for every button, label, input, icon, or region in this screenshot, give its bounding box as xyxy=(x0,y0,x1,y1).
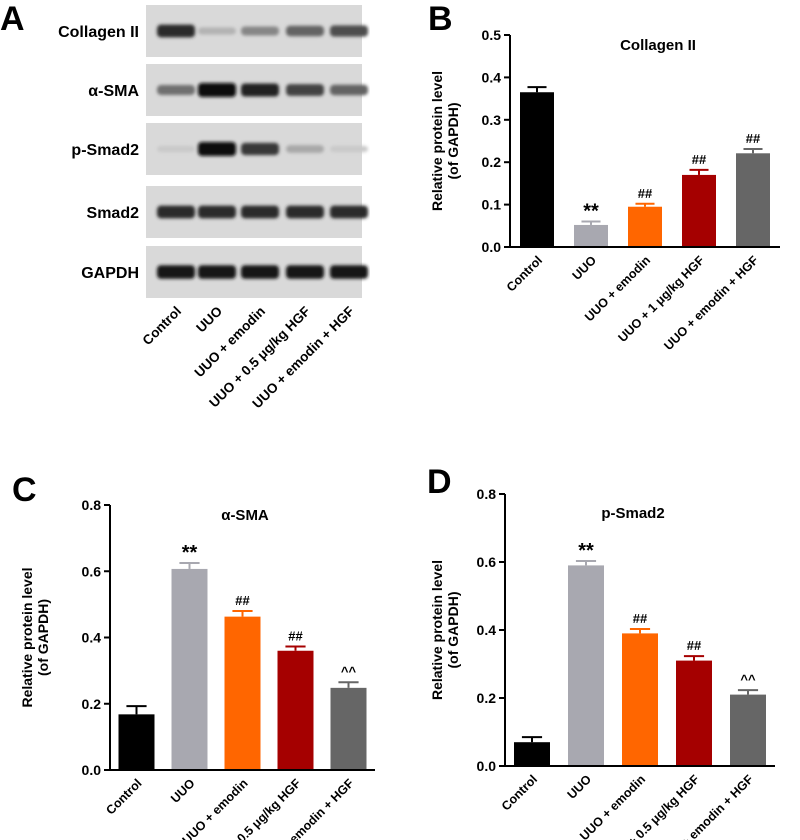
significance-label: ## xyxy=(687,638,702,653)
panel-letter-d: D xyxy=(427,463,452,501)
y-tick-label: 0.8 xyxy=(82,497,102,513)
blot-band xyxy=(157,24,195,38)
blot-band xyxy=(241,142,279,156)
blot-row-label: Smad2 xyxy=(87,205,140,222)
blot-band xyxy=(157,205,195,219)
blot-band xyxy=(286,205,324,219)
blot-band xyxy=(157,145,195,153)
bar-chart-p-smad2: 0.0 0.2 0.4 0.6 0.8 Relative protein level (of… xyxy=(429,486,775,840)
significance-label: ## xyxy=(633,611,648,626)
x-tick-label: Control xyxy=(103,776,144,817)
y-tick-label: 0.4 xyxy=(82,630,102,646)
significance-label: ** xyxy=(578,540,594,562)
blot-row-label: Collagen II xyxy=(58,24,139,41)
bar xyxy=(676,660,712,766)
y-tick-label: 0.2 xyxy=(477,690,497,706)
blot-row-label: α-SMA xyxy=(88,83,139,100)
blot-band xyxy=(286,265,324,279)
chart-title: α-SMA xyxy=(221,507,269,524)
bar-chart-alpha-sma: 0.0 0.2 0.4 0.6 0.8 Relative protein level (of… xyxy=(19,497,375,840)
blot-band xyxy=(157,265,195,279)
significance-label: ** xyxy=(583,201,599,223)
bar xyxy=(730,694,766,766)
blot-band xyxy=(241,26,279,36)
bar xyxy=(568,565,604,766)
y-tick-label: 0.6 xyxy=(477,554,497,570)
bar-chart-collagen-ii: 0.0 0.1 0.2 0.3 0.4 0.5 Relative protein level… xyxy=(429,27,780,353)
blot-band xyxy=(198,83,236,97)
x-tick-label: Control xyxy=(504,253,545,294)
y-tick-label: 0.4 xyxy=(482,69,502,85)
blot-band xyxy=(241,265,279,279)
bar xyxy=(224,616,261,770)
blot-band xyxy=(198,142,236,156)
blot-row-label: p-Smad2 xyxy=(71,142,139,159)
blot-band xyxy=(330,84,368,96)
x-tick-label: UUO xyxy=(570,253,600,283)
y-tick-label: 0.0 xyxy=(482,239,502,255)
blot-band xyxy=(330,25,368,37)
blot-band xyxy=(241,205,279,219)
y-axis-label: Relative protein level xyxy=(429,71,445,211)
y-axis-label: Relative protein level xyxy=(19,567,35,707)
y-tick-label: 0.0 xyxy=(82,762,102,778)
y-tick-label: 0.6 xyxy=(82,563,102,579)
y-tick-label: 0.5 xyxy=(482,27,502,43)
western-blot: Collagen II α-SMA p-Smad2 Smad2 GAPDH Control… xyxy=(58,5,368,411)
bar xyxy=(514,742,550,766)
y-tick-label: 0.2 xyxy=(82,696,102,712)
significance-label: ^^ xyxy=(740,672,756,687)
blot-band xyxy=(198,265,236,279)
significance-label: ## xyxy=(235,593,250,608)
blot-row-label: GAPDH xyxy=(81,265,139,282)
bar xyxy=(171,568,208,770)
blot-band xyxy=(286,25,324,37)
y-tick-label: 0.0 xyxy=(477,758,497,774)
panel-letter-b: B xyxy=(428,0,453,38)
bar xyxy=(118,714,155,770)
blot-band xyxy=(330,205,368,219)
x-tick-label: UUO xyxy=(168,776,198,806)
bar xyxy=(574,224,608,247)
significance-label: ## xyxy=(746,131,761,146)
y-axis-label: (of GAPDH) xyxy=(35,599,51,676)
blot-band xyxy=(286,145,324,153)
significance-label: ** xyxy=(182,542,198,564)
significance-label: ## xyxy=(288,628,303,643)
bar xyxy=(682,174,716,247)
blot-band xyxy=(198,205,236,219)
significance-label: ## xyxy=(638,186,653,201)
y-tick-label: 0.2 xyxy=(482,154,502,170)
x-tick-label: UUO + emodin + HGF xyxy=(661,253,761,353)
y-axis-label: (of GAPDH) xyxy=(445,592,461,669)
bar xyxy=(622,633,658,766)
bar xyxy=(736,153,770,247)
chart-title: p-Smad2 xyxy=(601,505,664,522)
bar xyxy=(277,650,314,770)
blot-band xyxy=(198,27,236,35)
blot-lane-label: Control xyxy=(140,304,185,349)
bar xyxy=(330,687,367,770)
blot-band xyxy=(330,265,368,279)
blot-band xyxy=(330,145,368,153)
y-axis-label: Relative protein level xyxy=(429,560,445,700)
y-tick-label: 0.1 xyxy=(482,197,502,213)
blot-band xyxy=(286,84,324,96)
significance-label: ^^ xyxy=(341,664,357,679)
significance-label: ## xyxy=(692,152,707,167)
y-tick-label: 0.3 xyxy=(482,112,502,128)
y-tick-label: 0.4 xyxy=(477,622,497,638)
bar xyxy=(520,92,554,248)
panel-letter-c: C xyxy=(12,471,37,509)
y-axis-label: (of GAPDH) xyxy=(445,103,461,180)
blot-band xyxy=(241,83,279,97)
panel-letter-a: A xyxy=(0,0,25,38)
x-tick-label: Control xyxy=(499,772,540,813)
chart-title: Collagen II xyxy=(620,37,696,54)
bar xyxy=(628,206,662,247)
blot-band xyxy=(157,85,195,95)
blot-lane-label: UUO xyxy=(193,304,225,336)
x-tick-label: UUO xyxy=(565,772,595,802)
y-tick-label: 0.8 xyxy=(477,486,497,502)
